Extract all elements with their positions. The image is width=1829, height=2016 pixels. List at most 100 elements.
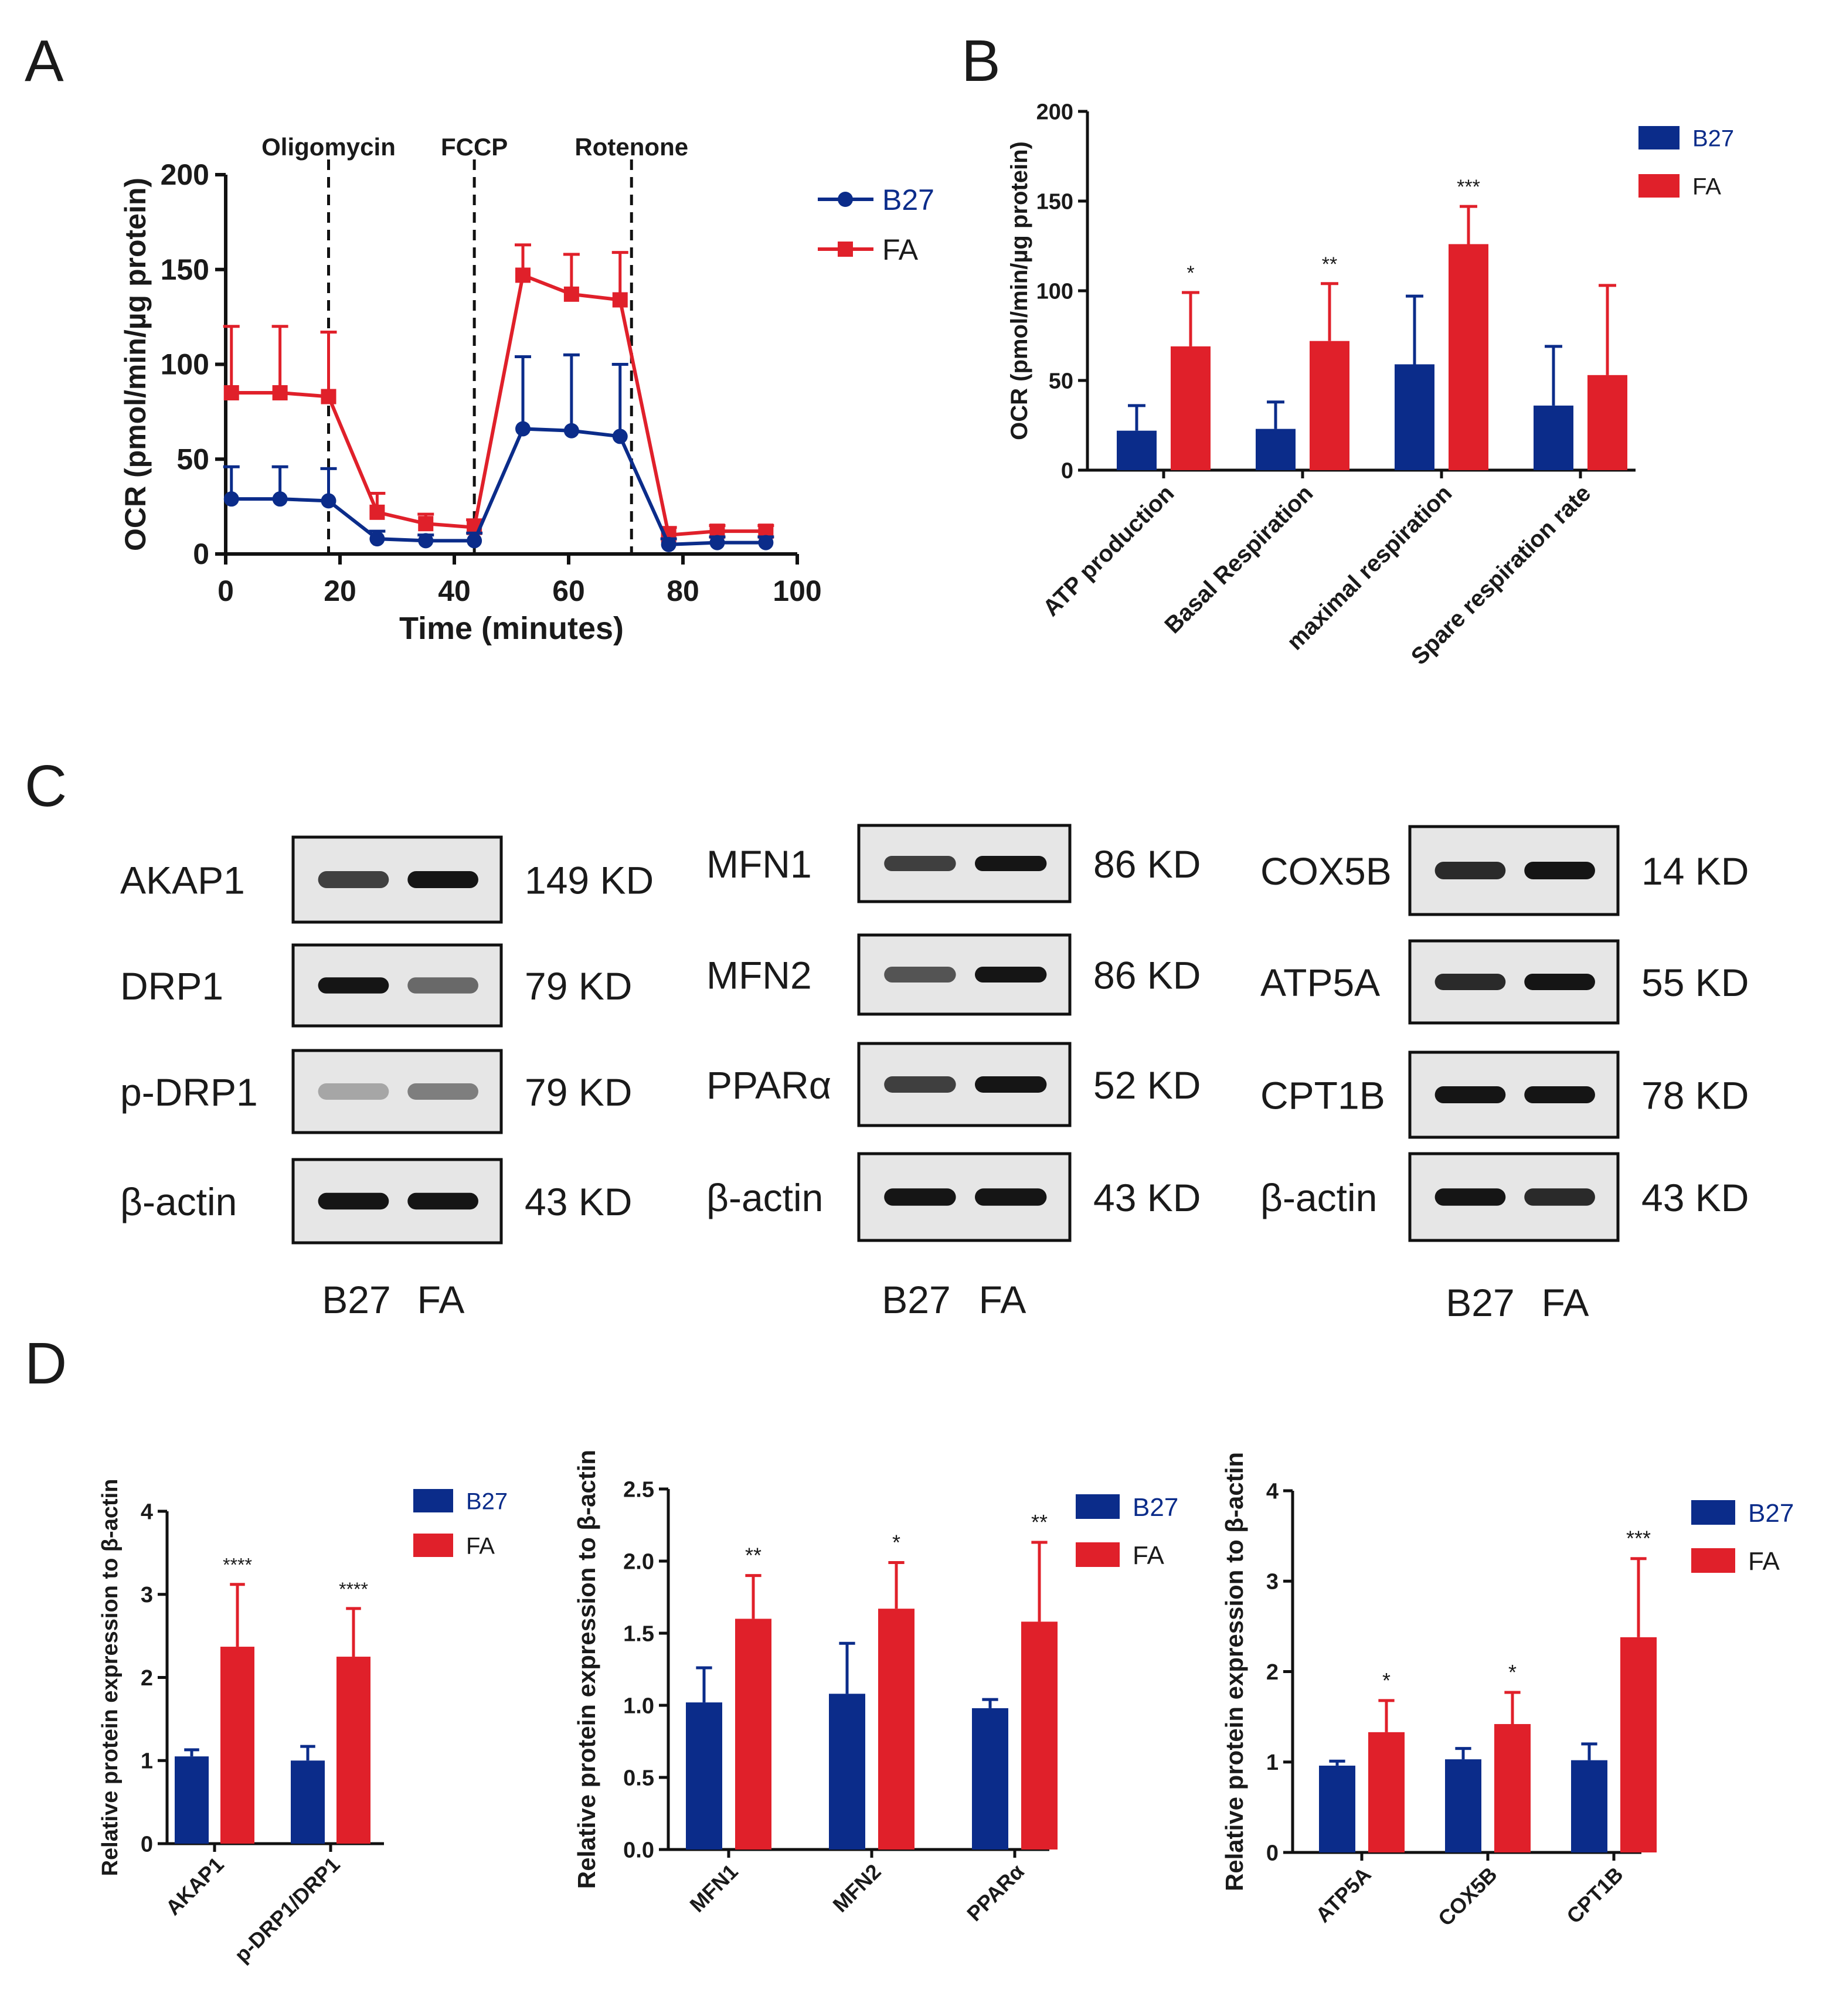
d1-y-tick-label: 2 (141, 1666, 153, 1691)
blot-size-label: 86 KD (1093, 954, 1201, 997)
b-legend-label: B27 (1692, 125, 1734, 151)
blot-band (407, 1083, 478, 1100)
d1-legend-label: FA (466, 1533, 495, 1559)
panel-label-b: B (961, 28, 1001, 94)
b-bar-B27 (1117, 430, 1157, 470)
chart-d1: 0 1 2 3 4 Relative protein expression to β-ac… (98, 1479, 508, 1967)
b-significance: * (1187, 262, 1194, 284)
d2-y-tick-label: 2.5 (623, 1477, 654, 1502)
d2-significance: * (892, 1530, 900, 1554)
a-point-B27 (223, 491, 239, 507)
blot-band (1524, 974, 1595, 990)
a-y-tick-label: 100 (161, 348, 209, 381)
b-y-tick-label: 200 (1036, 100, 1073, 124)
blot-protein-label: MFN1 (706, 842, 812, 886)
d3-legend-swatch (1691, 1548, 1735, 1573)
blot-band (884, 1076, 956, 1093)
d3-legend-label: B27 (1748, 1499, 1794, 1528)
blot-band (884, 967, 956, 982)
blot-band (318, 1192, 389, 1210)
a-x-tick-label: 20 (324, 574, 356, 607)
blot-size-label: 79 KD (525, 1070, 632, 1114)
chart-d2: 0.0 0.5 1.0 1.5 2.0 2.5 Relative protein expre… (573, 1450, 1178, 1926)
a-series-line-B27 (231, 427, 766, 546)
d3-bar-FA (1494, 1723, 1531, 1852)
blot-band (1434, 1188, 1506, 1206)
blot-band (318, 871, 389, 888)
a-legend-marker (838, 192, 853, 207)
d2-y-tick-label: 0.5 (623, 1766, 654, 1790)
blot-protein-label: β-actin (1260, 1176, 1377, 1219)
blot-size-label: 43 KD (1641, 1176, 1749, 1219)
blot-size-label: 149 KD (525, 859, 654, 902)
d2-bar-FA (878, 1609, 914, 1850)
a-x-tick-label: 60 (552, 574, 585, 607)
blot-protein-label: CPT1B (1260, 1074, 1385, 1117)
b-y-tick-label: 50 (1049, 369, 1073, 393)
blot-size-label: 14 KD (1641, 849, 1749, 893)
d2-category-label: MFN1 (685, 1859, 742, 1917)
b-bar-B27 (1256, 429, 1296, 470)
a-x-axis-title: Time (minutes) (399, 611, 624, 646)
a-y-tick-label: 50 (176, 443, 209, 475)
a-point-B27 (467, 533, 482, 549)
a-legend-marker (838, 242, 853, 257)
d3-significance: * (1508, 1660, 1517, 1684)
a-point-FA (515, 267, 531, 283)
a-injection-label: Oligomycin (261, 133, 396, 161)
d2-legend-swatch (1076, 1494, 1120, 1519)
d3-bar-FA (1620, 1637, 1657, 1852)
blot-lane-label: FA (979, 1278, 1026, 1321)
d1-category-label: AKAP1 (161, 1852, 228, 1920)
d1-bar-B27 (291, 1760, 325, 1844)
d3-significance: * (1382, 1668, 1391, 1692)
b-y-axis-title: OCR (pmol/min/µg protein) (1007, 141, 1032, 440)
d1-y-tick-label: 3 (141, 1583, 153, 1607)
a-x-tick-label: 100 (773, 574, 821, 607)
d3-legend-label: FA (1748, 1547, 1780, 1576)
blot-size-label: 86 KD (1093, 842, 1201, 886)
a-y-tick-label: 200 (161, 158, 209, 191)
blot-band (1434, 1086, 1506, 1103)
a-x-tick-label: 0 (217, 574, 234, 607)
d2-bar-B27 (686, 1702, 722, 1850)
d3-legend-swatch (1691, 1500, 1735, 1525)
blot-band (884, 856, 956, 871)
blot-band (407, 871, 478, 888)
d1-legend-swatch (413, 1489, 453, 1512)
blot-band (1434, 862, 1506, 879)
a-point-FA (321, 389, 336, 404)
d2-y-tick-label: 0.0 (623, 1838, 654, 1862)
blot-band (1434, 974, 1506, 990)
a-point-B27 (709, 535, 725, 550)
b-y-tick-label: 100 (1036, 279, 1073, 304)
d3-y-axis-title: Relative protein expression to β-actin (1221, 1452, 1248, 1891)
blot-size-label: 79 KD (525, 964, 632, 1008)
d2-significance: ** (1031, 1510, 1048, 1534)
blot-protein-label: β-actin (706, 1176, 823, 1219)
blot-size-label: 78 KD (1641, 1074, 1749, 1117)
a-point-FA (369, 504, 385, 520)
blot-size-label: 43 KD (525, 1180, 632, 1223)
a-x-tick-label: 80 (667, 574, 699, 607)
d1-y-tick-label: 4 (141, 1500, 153, 1524)
d3-y-tick-label: 4 (1266, 1479, 1279, 1504)
b-legend-label: FA (1692, 174, 1721, 199)
blot-band (407, 1192, 478, 1210)
panel-label-d: D (25, 1331, 67, 1396)
chart-d3: 0 1 2 3 4 Relative protein expression to β-ac… (1221, 1452, 1794, 1930)
a-legend-label: B27 (882, 183, 934, 216)
b-bar-FA (1171, 346, 1211, 470)
blot-protein-label: MFN2 (706, 954, 812, 997)
blot-band (975, 967, 1047, 982)
blot-protein-label: ATP5A (1260, 961, 1380, 1004)
b-category-label: Basal Respiration (1160, 480, 1318, 638)
a-point-B27 (321, 493, 336, 509)
d1-bar-FA (336, 1657, 370, 1844)
d3-category-label: ATP5A (1311, 1862, 1376, 1927)
blot-band (975, 1076, 1047, 1093)
d3-bar-B27 (1571, 1760, 1607, 1852)
d2-bar-FA (735, 1619, 771, 1850)
d3-category-label: CPT1B (1562, 1862, 1627, 1928)
